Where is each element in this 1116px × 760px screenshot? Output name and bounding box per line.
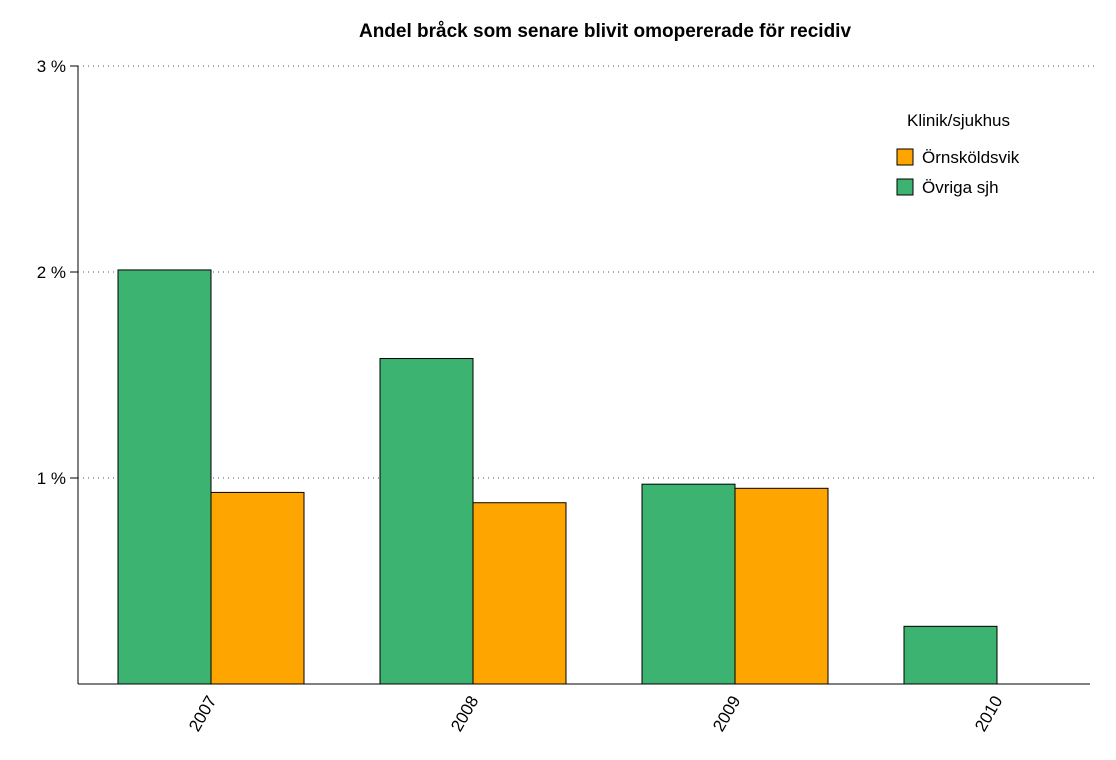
- bar: [734, 487, 829, 685]
- x-tick-label: 2007: [185, 693, 220, 735]
- bar: [472, 502, 567, 685]
- legend-label: Övriga sjh: [922, 178, 999, 197]
- legend-swatch: [896, 178, 914, 196]
- y-tick-label: 1 %: [37, 469, 66, 488]
- legend-title: Klinik/sjukhus: [907, 111, 1010, 130]
- bar: [117, 269, 212, 685]
- bar: [641, 483, 736, 685]
- y-tick-label: 3 %: [37, 57, 66, 76]
- x-tick-label: 2008: [447, 693, 482, 735]
- bar: [379, 358, 474, 685]
- x-tick-label: 2009: [709, 693, 744, 735]
- legend-swatch: [896, 148, 914, 166]
- chart-title: Andel bråck som senare blivit omopererad…: [359, 21, 851, 42]
- bar: [903, 625, 998, 685]
- y-tick-label: 2 %: [37, 263, 66, 282]
- bar: [210, 491, 305, 685]
- x-tick-label: 2010: [971, 693, 1006, 735]
- legend-label: Örnsköldsvik: [922, 148, 1020, 167]
